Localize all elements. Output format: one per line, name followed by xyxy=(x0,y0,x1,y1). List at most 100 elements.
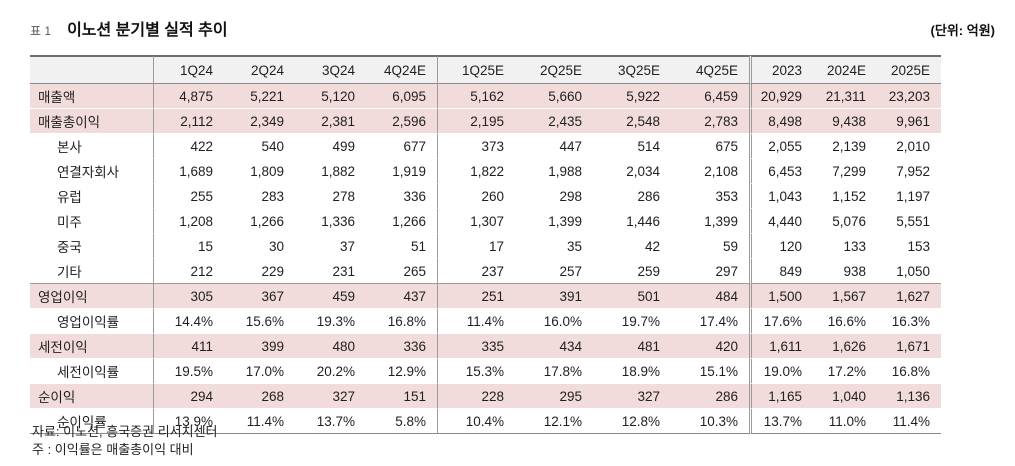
table-cell: 19.5% xyxy=(153,359,224,384)
row-label: 매출액 xyxy=(30,84,153,109)
table-cell: 9,438 xyxy=(813,109,877,134)
table-cell: 2,435 xyxy=(515,109,593,134)
table-cell: 480 xyxy=(295,334,366,359)
table-cell: 2,112 xyxy=(153,109,224,134)
table-cell: 51 xyxy=(366,234,437,259)
table-cell: 2,783 xyxy=(671,109,749,134)
row-label-header xyxy=(30,55,153,84)
table-row: 연결자회사 1,689 1,809 1,882 1,919 1,822 1,988 2,034… xyxy=(30,159,941,184)
table-cell: 1,671 xyxy=(877,334,941,359)
table-cell: 278 xyxy=(295,184,366,209)
table-cell: 295 xyxy=(515,384,593,409)
table-row: 세전이익률 19.5% 17.0% 20.2% 12.9% 15.3% 17.8% 18.9%… xyxy=(30,359,941,384)
table-cell: 6,095 xyxy=(366,84,437,109)
table-cell: 1,040 xyxy=(813,384,877,409)
table-cell: 16.8% xyxy=(366,309,437,334)
table-cell: 6,459 xyxy=(671,84,749,109)
table-cell: 20.2% xyxy=(295,359,366,384)
table-cell: 501 xyxy=(593,284,671,309)
table-cell: 1,627 xyxy=(877,284,941,309)
table-cell: 437 xyxy=(366,284,437,309)
table-cell: 4,440 xyxy=(749,209,813,234)
table-cell: 1,919 xyxy=(366,159,437,184)
table-row: 매출총이익 2,112 2,349 2,381 2,596 2,195 2,435 2,548… xyxy=(30,109,941,134)
table-cell: 11.4% xyxy=(224,409,295,434)
table-cell: 59 xyxy=(671,234,749,259)
table-cell: 5,221 xyxy=(224,84,295,109)
col-header: 3Q25E xyxy=(593,55,671,84)
table-cell: 20,929 xyxy=(749,84,813,109)
col-header: 3Q24 xyxy=(295,55,366,84)
col-header: 2025E xyxy=(877,55,941,84)
table-cell: 2,139 xyxy=(813,134,877,159)
table-row: 미주 1,208 1,266 1,336 1,266 1,307 1,399 1,446 1,3… xyxy=(30,209,941,234)
table-row: 매출액 4,875 5,221 5,120 6,095 5,162 5,660 5,922 6,… xyxy=(30,84,941,109)
table-cell: 1,266 xyxy=(224,209,295,234)
table-cell: 459 xyxy=(295,284,366,309)
table-row: 중국 15 30 37 51 17 35 42 59 120 133 153 xyxy=(30,234,941,259)
table-cell: 133 xyxy=(813,234,877,259)
table-cell: 17.4% xyxy=(671,309,749,334)
table-cell: 1,611 xyxy=(749,334,813,359)
table-cell: 9,961 xyxy=(877,109,941,134)
table-cell: 229 xyxy=(224,259,295,284)
table-cell: 367 xyxy=(224,284,295,309)
table-cell: 447 xyxy=(515,134,593,159)
method-note: 주 : 이익률은 매출총이익 대비 xyxy=(32,442,194,457)
table-cell: 19.7% xyxy=(593,309,671,334)
table-cell: 5,660 xyxy=(515,84,593,109)
table-cell: 19.3% xyxy=(295,309,366,334)
table-cell: 1,307 xyxy=(437,209,515,234)
row-label: 미주 xyxy=(30,209,153,234)
table-cell: 13.7% xyxy=(749,409,813,434)
table-cell: 6,453 xyxy=(749,159,813,184)
table-cell: 1,882 xyxy=(295,159,366,184)
table-cell: 17 xyxy=(437,234,515,259)
table-cell: 18.9% xyxy=(593,359,671,384)
table-cell: 1,043 xyxy=(749,184,813,209)
table-cell: 297 xyxy=(671,259,749,284)
col-header: 2Q25E xyxy=(515,55,593,84)
col-header: 4Q25E xyxy=(671,55,749,84)
page-title: 이노션 분기별 실적 추이 xyxy=(67,22,228,39)
source-note: 자료: 이노션, 흥국증권 리서치센터 xyxy=(32,424,218,439)
col-header: 2023 xyxy=(749,55,813,84)
table-cell: 286 xyxy=(593,184,671,209)
table-cell: 1,689 xyxy=(153,159,224,184)
table-cell: 540 xyxy=(224,134,295,159)
table-cell: 7,299 xyxy=(813,159,877,184)
table-cell: 336 xyxy=(366,184,437,209)
table-cell: 12.8% xyxy=(593,409,671,434)
table-cell: 15 xyxy=(153,234,224,259)
table-cell: 11.4% xyxy=(437,309,515,334)
table-cell: 8,498 xyxy=(749,109,813,134)
table-cell: 2,596 xyxy=(366,109,437,134)
table-cell: 327 xyxy=(295,384,366,409)
table-cell: 15.3% xyxy=(437,359,515,384)
table-cell: 268 xyxy=(224,384,295,409)
row-label: 기타 xyxy=(30,259,153,284)
table-cell: 37 xyxy=(295,234,366,259)
row-label: 영업이익률 xyxy=(30,309,153,334)
table-cell: 228 xyxy=(437,384,515,409)
table-cell: 153 xyxy=(877,234,941,259)
table-cell: 422 xyxy=(153,134,224,159)
table-cell: 2,195 xyxy=(437,109,515,134)
table-cell: 259 xyxy=(593,259,671,284)
table-cell: 335 xyxy=(437,334,515,359)
table-cell: 19.0% xyxy=(749,359,813,384)
row-label: 매출총이익 xyxy=(30,109,153,134)
table-cell: 12.9% xyxy=(366,359,437,384)
table-cell: 1,152 xyxy=(813,184,877,209)
col-header: 2Q24 xyxy=(224,55,295,84)
table-cell: 1,822 xyxy=(437,159,515,184)
table-cell: 2,010 xyxy=(877,134,941,159)
table-row: 본사 422 540 499 677 373 447 514 675 2,055 2,139 2,01… xyxy=(30,134,941,159)
table-cell: 5,922 xyxy=(593,84,671,109)
table-cell: 5,162 xyxy=(437,84,515,109)
table-cell: 305 xyxy=(153,284,224,309)
header-row: 1Q24 2Q24 3Q24 4Q24E 1Q25E 2Q25E 3Q25E 4Q25E 202… xyxy=(30,55,941,84)
table-cell: 11.0% xyxy=(813,409,877,434)
table-body: 매출액 4,875 5,221 5,120 6,095 5,162 5,660 5,922 6,… xyxy=(30,84,941,434)
table-cell: 13.7% xyxy=(295,409,366,434)
